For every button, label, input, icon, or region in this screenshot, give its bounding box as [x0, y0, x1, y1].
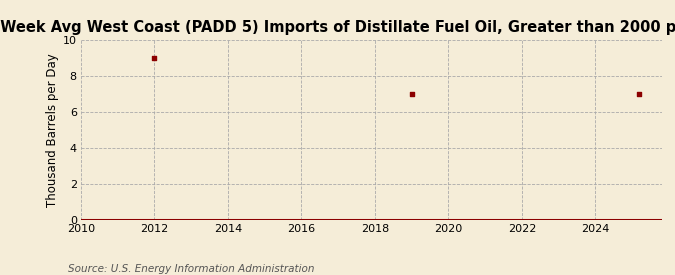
Point [406, 92, 417, 96]
Title: 4 Week Avg West Coast (PADD 5) Imports of Distillate Fuel Oil, Greater than 2000: 4 Week Avg West Coast (PADD 5) Imports o… [0, 20, 675, 35]
Text: Source: U.S. Energy Information Administration: Source: U.S. Energy Information Administ… [68, 264, 314, 274]
Y-axis label: Thousand Barrels per Day: Thousand Barrels per Day [46, 53, 59, 207]
Point [149, 56, 160, 60]
Point [634, 92, 645, 96]
